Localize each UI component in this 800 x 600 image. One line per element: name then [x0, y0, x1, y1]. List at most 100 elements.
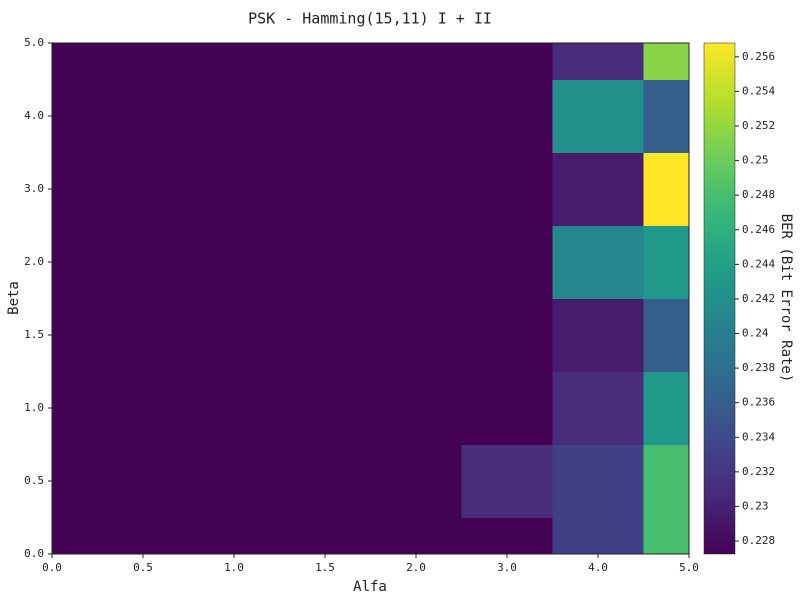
- colorbar-tick-label: 0.252: [742, 119, 775, 132]
- x-axis-label: Alfa: [353, 579, 387, 595]
- heatmap-cell: [279, 517, 371, 554]
- heatmap-cell: [52, 225, 98, 299]
- colorbar-tick-label: 0.25: [742, 154, 769, 167]
- heatmap-cell: [643, 444, 689, 518]
- heatmap-cell: [188, 152, 280, 226]
- heatmap-cell: [552, 444, 644, 518]
- heatmap-cell: [461, 79, 553, 153]
- heatmap-cell: [461, 43, 553, 80]
- heatmap-cell: [643, 152, 689, 226]
- heatmap-cell: [552, 152, 644, 226]
- colorbar: [703, 42, 736, 555]
- heatmap: [52, 43, 689, 554]
- y-tick-label: 5.0: [24, 36, 44, 49]
- plot-frame: [51, 42, 690, 555]
- heatmap-cell: [643, 225, 689, 299]
- x-tick-label: 3.0: [497, 561, 517, 574]
- y-tick-label: 4.0: [24, 109, 44, 122]
- heatmap-cell: [552, 298, 644, 372]
- heatmap-cell: [370, 444, 462, 518]
- colorbar-tick-label: 0.254: [742, 84, 775, 97]
- colorbar-tick-label: 0.256: [742, 50, 775, 63]
- heatmap-cell: [370, 517, 462, 554]
- heatmap-cell: [97, 517, 189, 554]
- heatmap-cell: [461, 444, 553, 518]
- heatmap-cell: [188, 298, 280, 372]
- heatmap-cell: [279, 152, 371, 226]
- x-tick-label: 1.5: [315, 561, 335, 574]
- chart-title: PSK - Hamming(15,11) I + II: [248, 10, 492, 28]
- heatmap-cell: [461, 298, 553, 372]
- heatmap-cell: [461, 225, 553, 299]
- x-tick-label: 0.5: [133, 561, 153, 574]
- heatmap-cell: [370, 152, 462, 226]
- x-tick-label: 0.0: [42, 561, 62, 574]
- heatmap-cell: [52, 371, 98, 445]
- heatmap-cell: [552, 79, 644, 153]
- heatmap-cell: [188, 43, 280, 80]
- heatmap-cell: [643, 517, 689, 554]
- heatmap-cell: [552, 43, 644, 80]
- heatmap-cell: [52, 444, 98, 518]
- colorbar-tick-label: 0.248: [742, 188, 775, 201]
- heatmap-cell: [279, 444, 371, 518]
- heatmap-cell: [461, 371, 553, 445]
- colorbar-label: BER (Bit Error Rate): [778, 214, 794, 383]
- y-tick-label: 1.0: [24, 401, 44, 414]
- heatmap-cell: [370, 371, 462, 445]
- colorbar-tick-label: 0.24: [742, 327, 769, 340]
- heatmap-cell: [552, 517, 644, 554]
- heatmap-cell: [188, 225, 280, 299]
- heatmap-cell: [370, 225, 462, 299]
- heatmap-cell: [52, 298, 98, 372]
- heatmap-cell: [97, 79, 189, 153]
- heatmap-cell: [279, 43, 371, 80]
- y-tick-label: 1.5: [24, 328, 44, 341]
- heatmap-cell: [52, 43, 98, 80]
- heatmap-cell: [97, 371, 189, 445]
- y-tick-label: 3.0: [24, 182, 44, 195]
- heatmap-cell: [188, 79, 280, 153]
- x-tick-label: 5.0: [679, 561, 699, 574]
- x-tick-label: 1.0: [224, 561, 244, 574]
- x-tick-label: 4.0: [588, 561, 608, 574]
- heatmap-cell: [52, 79, 98, 153]
- colorbar-tick-label: 0.244: [742, 257, 775, 270]
- colorbar-tick-label: 0.232: [742, 465, 775, 478]
- x-tick-label: 2.0: [406, 561, 426, 574]
- heatmap-cell: [279, 371, 371, 445]
- heatmap-cell: [52, 152, 98, 226]
- heatmap-cell: [279, 298, 371, 372]
- y-axis-label: Beta: [6, 281, 22, 315]
- heatmap-cell: [188, 371, 280, 445]
- heatmap-cell: [97, 225, 189, 299]
- heatmap-cell: [97, 152, 189, 226]
- heatmap-cell: [97, 298, 189, 372]
- colorbar-tick-label: 0.242: [742, 292, 775, 305]
- heatmap-cell: [188, 517, 280, 554]
- colorbar-tick-label: 0.234: [742, 430, 775, 443]
- heatmap-cell: [279, 225, 371, 299]
- heatmap-cell: [643, 43, 689, 80]
- colorbar-tick-label: 0.238: [742, 361, 775, 374]
- heatmap-cell: [97, 43, 189, 80]
- heatmap-cell: [279, 79, 371, 153]
- y-tick-label: 0.5: [24, 474, 44, 487]
- heatmap-cell: [188, 444, 280, 518]
- colorbar-tick-label: 0.228: [742, 534, 775, 547]
- colorbar-tick-label: 0.236: [742, 396, 775, 409]
- heatmap-cell: [52, 517, 98, 554]
- y-tick-label: 0.0: [24, 547, 44, 560]
- heatmap-cell: [370, 43, 462, 80]
- heatmap-cell: [461, 152, 553, 226]
- heatmap-cell: [461, 517, 553, 554]
- heatmap-cell: [643, 298, 689, 372]
- heatmap-cell: [97, 444, 189, 518]
- heatmap-cell: [552, 225, 644, 299]
- heatmap-cell: [370, 79, 462, 153]
- y-tick-label: 2.0: [24, 255, 44, 268]
- heatmap-cell: [370, 298, 462, 372]
- heatmap-cell: [643, 371, 689, 445]
